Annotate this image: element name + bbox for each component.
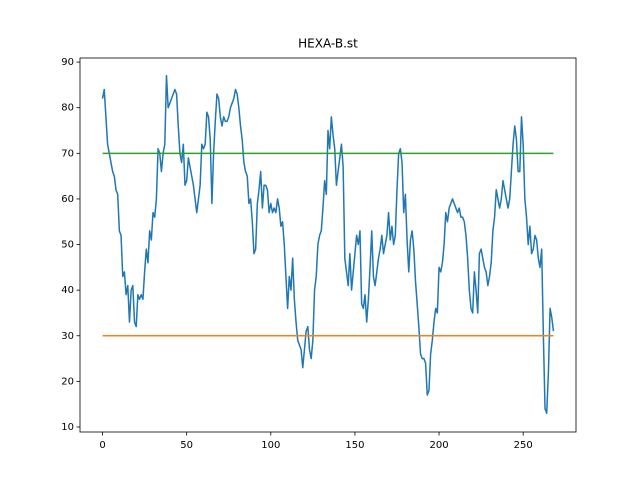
y-tick-label: 80 — [61, 103, 74, 114]
x-tick-label: 200 — [429, 440, 448, 451]
y-tick-label: 90 — [61, 57, 74, 68]
plot-frame — [79, 57, 577, 433]
x-tick-label: 50 — [180, 440, 193, 451]
y-tick-label: 70 — [61, 148, 74, 159]
x-tick-label: 100 — [261, 440, 280, 451]
data-line — [101, 75, 555, 415]
y-tick-label: 50 — [61, 240, 74, 251]
x-tick-label: 250 — [514, 440, 533, 451]
x-tick-label: 0 — [99, 440, 105, 451]
y-tick-label: 40 — [61, 285, 74, 296]
y-tick-label: 10 — [61, 422, 74, 433]
chart-title: HEXA-B.st — [298, 37, 358, 51]
x-tick-label: 150 — [345, 440, 364, 451]
y-tick-label: 20 — [61, 376, 74, 387]
y-tick-label: 30 — [61, 331, 74, 342]
y-tick-label: 60 — [61, 194, 74, 205]
